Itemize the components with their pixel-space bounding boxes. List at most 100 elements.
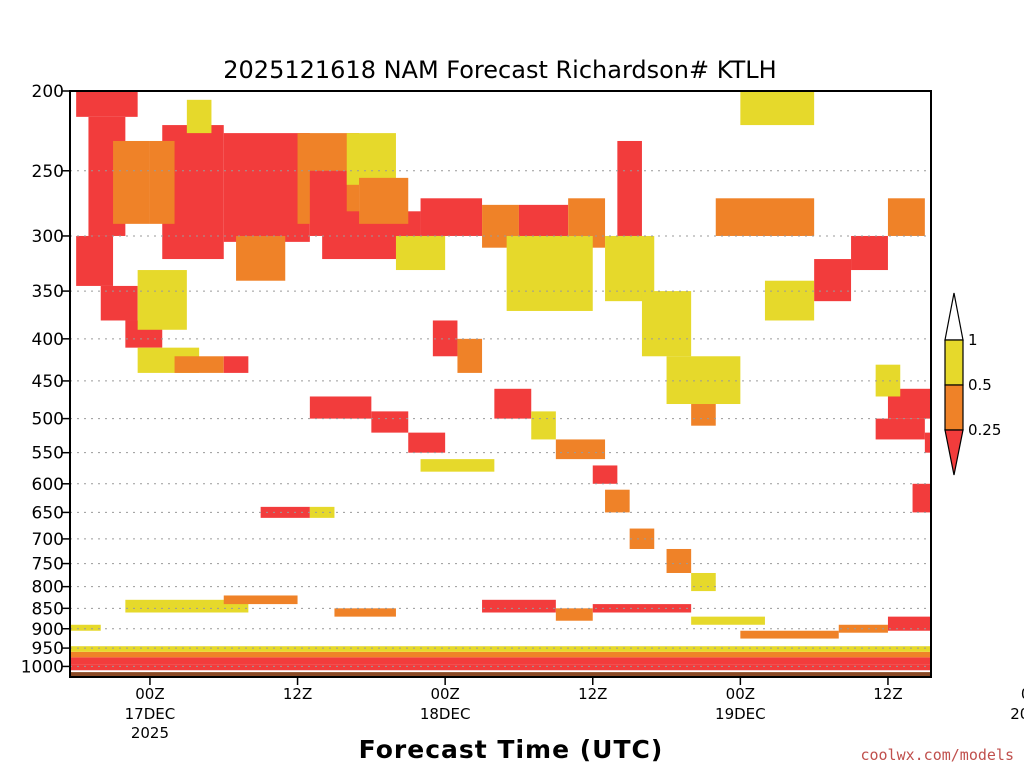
x-axis-label: Forecast Time (UTC) [359, 735, 664, 764]
colorbar-bin [944, 339, 964, 386]
y-tick-label: 450 [32, 372, 64, 392]
heatmap-cell [555, 608, 593, 621]
heatmap-cell [629, 528, 655, 549]
heatmap-cell [70, 657, 931, 665]
heatmap-cell [482, 599, 556, 613]
y-tick-label: 300 [32, 227, 64, 247]
plot-frame [69, 90, 932, 678]
heatmap-cell [887, 616, 931, 631]
heatmap-cell [371, 411, 409, 433]
y-tick-label: 350 [32, 282, 64, 302]
heatmap-cell [236, 235, 286, 281]
heatmap-cell [592, 465, 618, 484]
colorbar-bottom-arrow [944, 429, 964, 476]
heatmap-cell [113, 140, 150, 224]
heatmap-cell [912, 483, 931, 513]
y-tick-label: 900 [32, 620, 64, 640]
y-tick-label: 850 [32, 599, 64, 619]
heatmap-cell [76, 235, 114, 286]
heatmap-cell [617, 140, 642, 236]
heatmap-cell [432, 320, 458, 357]
colorbar-level-label: 1 [968, 331, 978, 349]
heatmap-cell [641, 291, 692, 357]
heatmap-cell [223, 133, 310, 242]
x-tick-date: 17DEC [125, 705, 176, 723]
heatmap-cell [691, 404, 716, 426]
y-tick-label: 400 [32, 330, 64, 350]
heatmap-cell [494, 388, 532, 419]
y-axis-ticks: 200 250 300 350 400 450 500 550 600 650 700 750 8008… [21, 82, 70, 677]
x-tick-label: 00Z [1021, 685, 1024, 703]
heatmap-cell [174, 356, 224, 373]
x-tick-date: 18DEC [420, 705, 471, 723]
y-tick-label: 550 [32, 444, 64, 464]
heatmap-cell [125, 599, 249, 613]
heatmap-cell [740, 630, 839, 639]
x-tick-year: 2025 [131, 724, 169, 742]
heatmap-cell [887, 198, 925, 236]
x-tick-label: 00Z [135, 685, 164, 703]
heatmap-cell [70, 664, 931, 671]
heatmap-cell [309, 396, 372, 419]
heatmap-cell [70, 651, 931, 658]
heatmap-cell [149, 140, 175, 224]
chart-title: 2025121618 NAM Forecast Richardson# KTLH [223, 56, 776, 84]
ground-layer [70, 670, 931, 677]
y-tick-label: 500 [32, 410, 64, 430]
heatmap-cell [605, 235, 655, 302]
heatmap-cell [223, 356, 249, 373]
heatmap-cell [76, 91, 138, 117]
colorbar-legend: 1 0.5 0.25 [944, 292, 1001, 476]
y-tick-label: 800 [32, 578, 64, 598]
x-tick-label: 12Z [283, 685, 312, 703]
heatmap-cell [814, 259, 852, 302]
heatmap-cell [70, 624, 101, 631]
heatmap-cell [506, 235, 593, 311]
heatmap-cell [137, 270, 187, 330]
heatmap-cell [70, 646, 931, 652]
heatmap-cell [740, 91, 815, 126]
colorbar-top-arrow [944, 292, 964, 341]
heatmap-cell [531, 411, 556, 440]
ground-band [70, 672, 931, 677]
heatmap-cell [691, 616, 765, 625]
y-tick-label: 200 [32, 82, 64, 102]
heatmap-cell [518, 204, 569, 242]
y-tick-label: 650 [32, 503, 64, 523]
credit-text: coolwx.com/models [860, 746, 1014, 764]
heatmap-cell [715, 198, 815, 236]
x-tick-date: 19DEC [715, 705, 766, 723]
heatmap-cell [764, 280, 815, 321]
x-tick-label: 12Z [578, 685, 607, 703]
x-tick-label: 00Z [726, 685, 755, 703]
y-tick-label: 250 [32, 162, 64, 182]
heatmap-cell [666, 548, 692, 573]
heatmap-cell [875, 418, 925, 440]
y-tick-label: 750 [32, 555, 64, 575]
heatmap-cell [260, 506, 310, 518]
heatmap-cell [457, 338, 483, 373]
heatmap-cells [70, 91, 931, 671]
heatmap-cell [408, 432, 446, 453]
x-tick-date: 20DEC [1010, 705, 1024, 723]
heatmap-cell [666, 356, 741, 405]
heatmap-cell [838, 624, 888, 633]
heatmap-cell [100, 285, 138, 321]
x-tick-label: 00Z [430, 685, 459, 703]
heatmap-cell [334, 608, 396, 617]
y-tick-label: 1000 [21, 657, 64, 677]
heatmap-cell [555, 439, 606, 460]
heatmap-cell [924, 432, 931, 453]
colorbar-level-label: 0.25 [968, 421, 1001, 439]
heatmap-cell [395, 235, 446, 271]
y-tick-label: 600 [32, 475, 64, 495]
heatmap-cell [186, 99, 212, 134]
heatmap-cell [346, 133, 396, 185]
heatmap-cell [420, 198, 483, 236]
y-tick-label: 700 [32, 530, 64, 550]
heatmap-cell [359, 177, 409, 224]
x-tick-label: 12Z [873, 685, 902, 703]
heatmap-cell [420, 459, 495, 472]
